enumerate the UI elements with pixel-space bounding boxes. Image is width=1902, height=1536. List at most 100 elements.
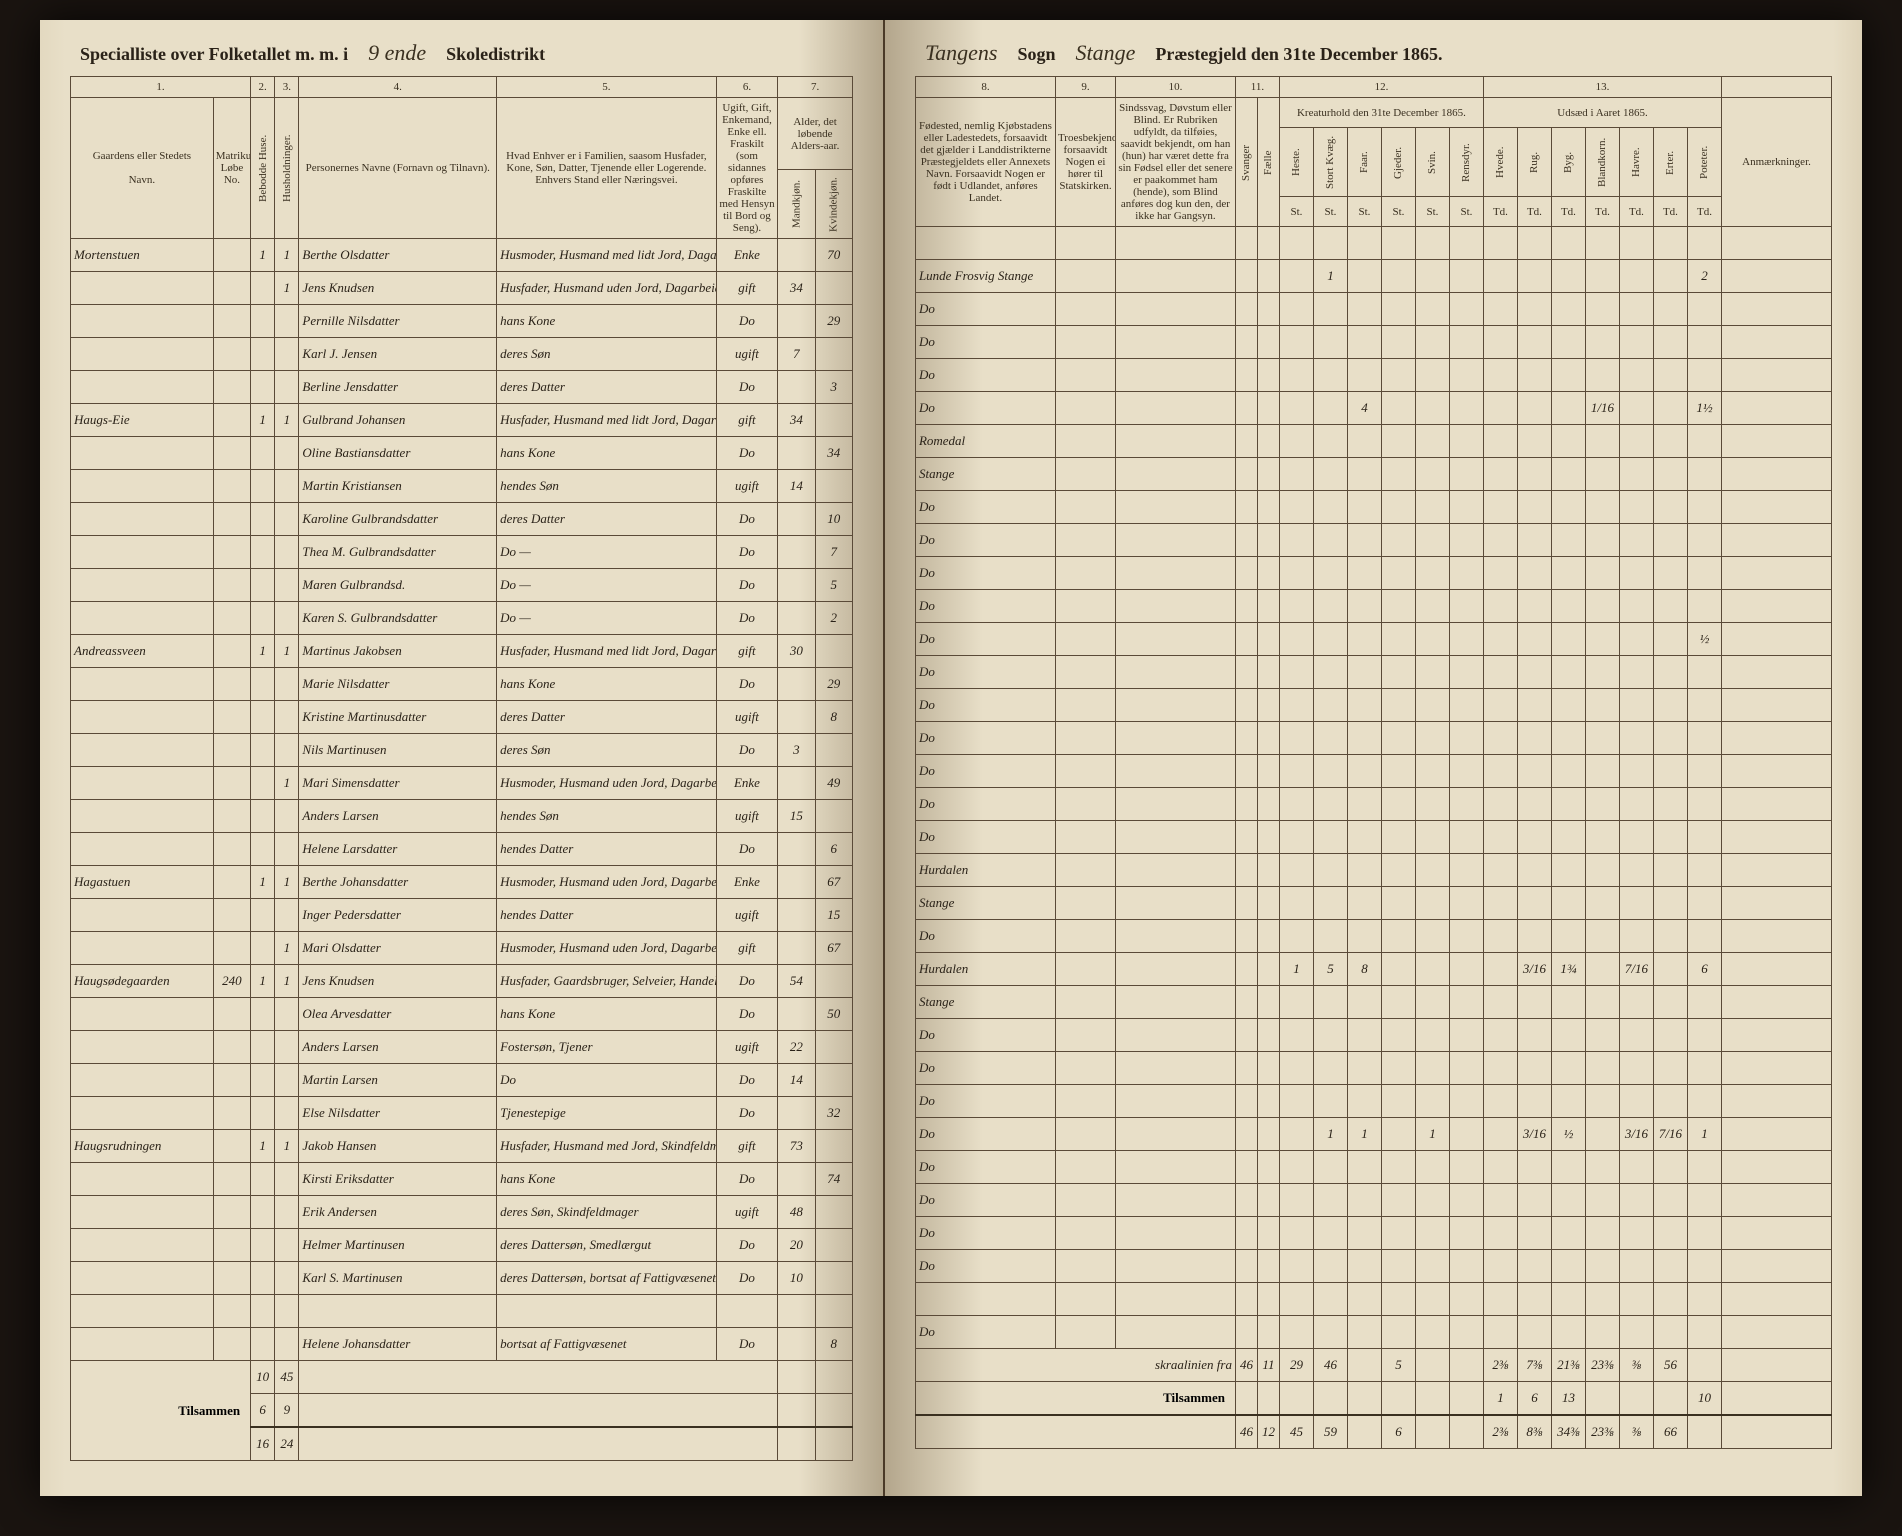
ch-5: Hvad Enhver er i Familien, saasom Husfad… xyxy=(497,98,717,239)
ch13-sub: Erter. xyxy=(1653,128,1687,197)
ch13-sub: Havre. xyxy=(1619,128,1653,197)
ch-12: Kreaturhold den 31te December 1865. xyxy=(1279,98,1483,128)
ch12-sub: Gjeder. xyxy=(1381,128,1415,197)
table-row: Marie Nilsdatterhans KoneDo29 xyxy=(71,668,853,701)
ch-13: Udsæd i Aaret 1865. xyxy=(1483,98,1721,128)
table-row: Kirsti Eriksdatterhans KoneDo74 xyxy=(71,1163,853,1196)
table-row: Do xyxy=(915,1184,1831,1217)
table-row: Anders LarsenFostersøn, Tjenerugift22 xyxy=(71,1031,853,1064)
ch-11a: Svanger xyxy=(1235,98,1257,227)
coln-13: 13. xyxy=(1483,77,1721,98)
header-district-num: 9 ende xyxy=(368,40,426,66)
coln-3: 3. xyxy=(275,77,299,98)
ch-2: Bebodde Huse. xyxy=(251,98,275,239)
table-row: Do xyxy=(915,722,1831,755)
ch-8: Fødested, nemlig Kjøbstadens eller Lades… xyxy=(915,98,1055,227)
ch-14: Anmærkninger. xyxy=(1722,98,1832,227)
tilsammen-left: Tilsammen xyxy=(71,1361,251,1461)
table-row: Do xyxy=(915,656,1831,689)
table-row: 1Jens KnudsenHusfader, Husmand uden Jord… xyxy=(71,272,853,305)
table-row: Mortenstuen11Berthe OlsdatterHusmoder, H… xyxy=(71,239,853,272)
table-row: Do xyxy=(915,557,1831,590)
table-row: Martin Kristiansenhendes Sønugift14 xyxy=(71,470,853,503)
table-row: Do xyxy=(915,920,1831,953)
left-header: Specialliste over Folketallet m. m. i 9 … xyxy=(70,40,853,66)
table-row: 1Mari OlsdatterHusmoder, Husmand uden Jo… xyxy=(71,932,853,965)
table-row: Haugsødegaarden24011Jens KnudsenHusfader… xyxy=(71,965,853,998)
table-row: Romedal xyxy=(915,425,1831,458)
table-row: Karen S. GulbrandsdatterDo —Do2 xyxy=(71,602,853,635)
right-note: skraalinien fra xyxy=(915,1349,1235,1382)
table-row: Karoline Gulbrandsdatterderes DatterDo10 xyxy=(71,503,853,536)
table-row: Do xyxy=(915,359,1831,392)
table-row: Haugs-Eie11Gulbrand JohansenHusfader, Hu… xyxy=(71,404,853,437)
table-row: Haugsrudningen11Jakob HansenHusfader, Hu… xyxy=(71,1130,853,1163)
table-row: Do xyxy=(915,1151,1831,1184)
table-row: Maren Gulbrandsd.Do —Do5 xyxy=(71,569,853,602)
coln-2: 2. xyxy=(251,77,275,98)
table-row: Stange xyxy=(915,458,1831,491)
header-date: Præstegjeld den 31te December 1865. xyxy=(1155,44,1442,65)
table-row: Stange xyxy=(915,986,1831,1019)
table-row: Do xyxy=(915,1019,1831,1052)
table-row: Do xyxy=(915,1250,1831,1283)
table-row: Anders Larsenhendes Sønugift15 xyxy=(71,800,853,833)
ch-10: Sindssvag, Døvstum eller Blind. Er Rubri… xyxy=(1115,98,1235,227)
table-row xyxy=(915,1283,1831,1316)
coln-7: 7. xyxy=(778,77,853,98)
table-row: Nils Martinusenderes SønDo3 xyxy=(71,734,853,767)
ch-9: Troesbekjendelse, forsaavidt Nogen ei hø… xyxy=(1055,98,1115,227)
ch12-sub: Faar. xyxy=(1347,128,1381,197)
ch12-sub: Svin. xyxy=(1415,128,1449,197)
coln-10: 10. xyxy=(1115,77,1235,98)
table-row: Do xyxy=(915,326,1831,359)
ch-4: Personernes Navne (Fornavn og Tilnavn). xyxy=(299,98,497,239)
coln-5: 5. xyxy=(497,77,717,98)
table-row: Do½ xyxy=(915,623,1831,656)
ch13-sub: Hvede. xyxy=(1483,128,1517,197)
table-row: Hurdalen xyxy=(915,854,1831,887)
coln-empty xyxy=(1722,77,1832,98)
coln-4: 4. xyxy=(299,77,497,98)
table-row: Do xyxy=(915,689,1831,722)
table-row: Erik Andersenderes Søn, Skindfeldmagerug… xyxy=(71,1196,853,1229)
table-row: Do xyxy=(915,1217,1831,1250)
table-row: Berline Jensdatterderes DatterDo3 xyxy=(71,371,853,404)
table-row: Do xyxy=(915,788,1831,821)
table-row: Do xyxy=(915,821,1831,854)
table-row: Helene Johansdatterbortsat af Fattigvæse… xyxy=(71,1328,853,1361)
table-row: Do xyxy=(915,590,1831,623)
table-row: Do41/161½ xyxy=(915,392,1831,425)
ch13-sub: Blandkorn. xyxy=(1585,128,1619,197)
table-row: Do xyxy=(915,1085,1831,1118)
table-row: Pernille Nilsdatterhans KoneDo29 xyxy=(71,305,853,338)
table-row: Karl J. Jensenderes Sønugift7 xyxy=(71,338,853,371)
ch13-sub: Poteter. xyxy=(1687,128,1721,197)
header-sogn: Tangens xyxy=(925,40,998,66)
ch-7a: Mandkjøn. xyxy=(778,170,815,239)
table-row: Do1113/16½3/167/161 xyxy=(915,1118,1831,1151)
table-row: Do xyxy=(915,1316,1831,1349)
table-row: Lunde Frosvig Stange12 xyxy=(915,260,1831,293)
table-row xyxy=(71,1295,853,1328)
ch-3: Husholdninger. xyxy=(275,98,299,239)
table-row: 1Mari SimensdatterHusmoder, Husmand uden… xyxy=(71,767,853,800)
table-row: Inger Pedersdatterhendes Datterugift15 xyxy=(71,899,853,932)
table-row: Hagastuen11Berthe JohansdatterHusmoder, … xyxy=(71,866,853,899)
ch-6: Ugift, Gift, Enkemand, Enke ell. Fraskil… xyxy=(716,98,778,239)
tilsammen-right: Tilsammen xyxy=(915,1382,1235,1416)
ch-1c: Matrikul Løbe No. xyxy=(213,98,250,239)
ch-1a: Gaardens eller StedetsNavn. xyxy=(71,98,214,239)
table-row: Thea M. GulbrandsdatterDo —Do7 xyxy=(71,536,853,569)
ch12-sub: Rensdyr. xyxy=(1449,128,1483,197)
coln-1: 1. xyxy=(71,77,251,98)
table-row: Helmer Martinusenderes Dattersøn, Smedlæ… xyxy=(71,1229,853,1262)
table-row: Do xyxy=(915,293,1831,326)
table-row: Do xyxy=(915,1052,1831,1085)
coln-12: 12. xyxy=(1279,77,1483,98)
header-prgjeld: Stange xyxy=(1076,40,1136,66)
ch-7: Alder, det løbende Alders-aar. xyxy=(778,98,853,170)
ch12-sub: Stort Kvæg. xyxy=(1313,128,1347,197)
table-row: Do xyxy=(915,524,1831,557)
table-row: Stange xyxy=(915,887,1831,920)
